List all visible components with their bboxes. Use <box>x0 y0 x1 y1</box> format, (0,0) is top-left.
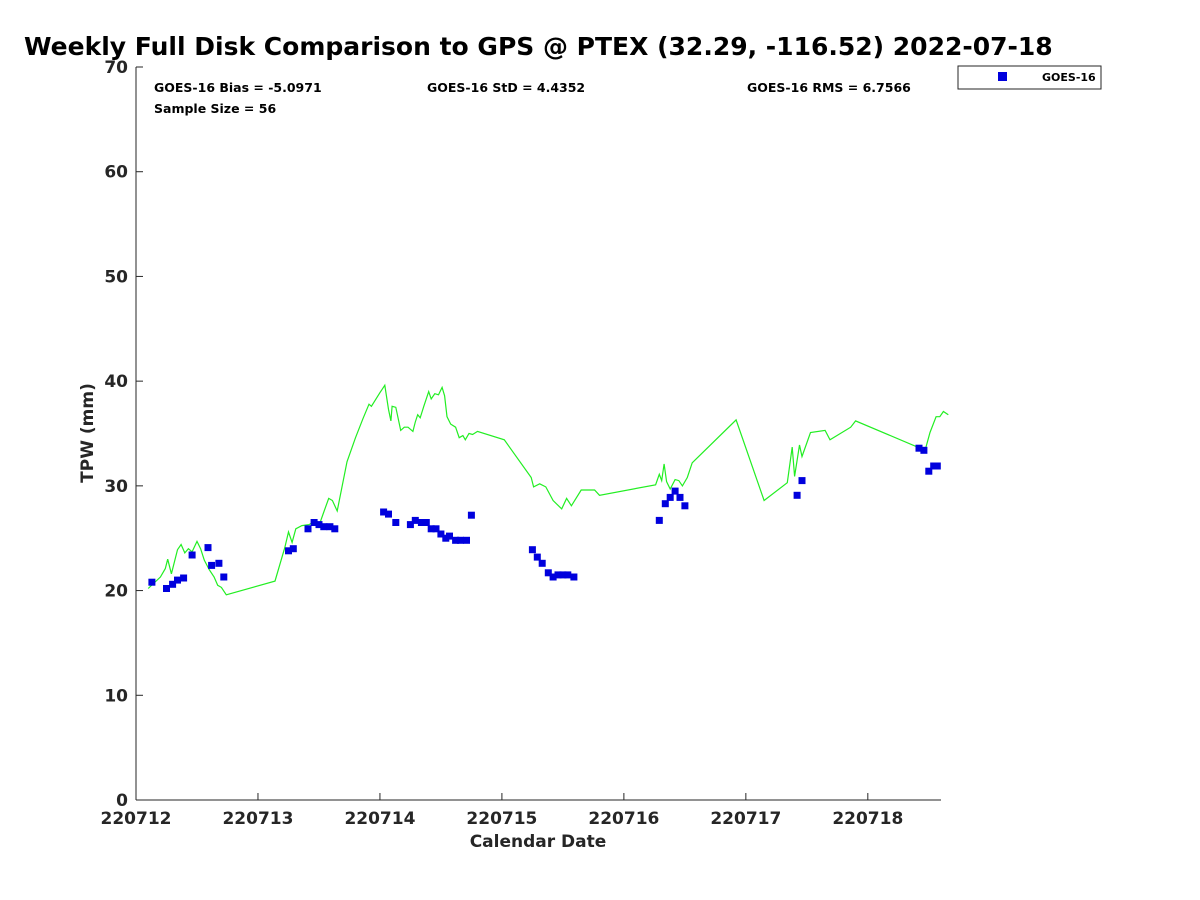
std-stat: GOES-16 StD = 4.4352 <box>427 80 585 95</box>
y-tick-label: 0 <box>116 791 128 811</box>
goes16-point <box>380 508 388 516</box>
goes16-point <box>392 519 400 526</box>
goes16-point <box>163 585 170 592</box>
goes16-point <box>446 532 453 540</box>
goes16-point <box>544 569 552 577</box>
goes16-point <box>570 573 578 581</box>
legend: GOES-16 <box>957 65 1102 90</box>
goes16-point <box>933 462 941 470</box>
goes16-point <box>417 519 425 526</box>
goes16-point <box>174 576 181 584</box>
goes16-point <box>533 553 541 561</box>
y-tick-label: 20 <box>104 582 128 602</box>
goes16-point <box>406 521 414 529</box>
goes16-point <box>432 525 440 533</box>
goes16-point <box>169 580 177 588</box>
y-tick-label: 10 <box>104 686 128 706</box>
x-tick-label: 220716 <box>588 809 659 829</box>
rms-stat: GOES-16 RMS = 6.7566 <box>747 80 911 95</box>
x-tick-label: 220717 <box>710 809 781 829</box>
x-tick-label: 220718 <box>832 809 903 829</box>
goes16-point <box>456 536 464 544</box>
goes16-point <box>148 578 156 586</box>
x-tick-label: 220713 <box>222 809 293 829</box>
x-axis-ticks: 220712 220713 220714 220715 220716 220717 2207… <box>101 793 903 829</box>
chart-title: Weekly Full Disk Comparison to GPS @ PTE… <box>24 32 1053 61</box>
goes16-point <box>331 525 339 533</box>
goes16-point <box>925 467 933 475</box>
goes16-point <box>920 446 928 454</box>
goes16-point <box>661 500 669 508</box>
goes16-point <box>215 559 223 567</box>
goes16-point <box>549 573 557 581</box>
goes16-point <box>666 493 674 501</box>
y-tick-label: 60 <box>104 163 128 183</box>
x-axis-label: Calendar Date <box>470 832 607 852</box>
sample-size-stat: Sample Size = 56 <box>154 101 276 116</box>
goes16-point <box>915 444 923 452</box>
goes16-point <box>208 561 216 569</box>
x-tick-label: 220714 <box>344 809 415 829</box>
goes16-point <box>422 519 430 526</box>
goes16-point <box>427 525 435 533</box>
gps-tpw-line <box>147 383 949 596</box>
goes16-point <box>655 516 663 524</box>
goes16-point <box>798 477 806 485</box>
goes16-point <box>289 545 297 553</box>
goes16-point <box>442 534 450 542</box>
x-tick-label: 220715 <box>466 809 537 829</box>
legend-label-goes16: GOES-16 <box>1042 71 1096 84</box>
y-tick-label: 30 <box>104 477 128 497</box>
goes16-point <box>326 523 334 531</box>
goes16-point <box>554 571 562 579</box>
goes16-point <box>463 536 470 544</box>
goes16-point <box>467 511 475 519</box>
goes16-point <box>180 574 188 582</box>
y-axis-label: TPW (mm) <box>78 383 98 483</box>
goes16-point <box>204 544 212 552</box>
goes16-point <box>320 523 328 531</box>
goes16-point <box>930 462 938 470</box>
goes16-point <box>793 491 801 499</box>
goes16-point <box>452 536 460 544</box>
goes16-point <box>681 502 689 510</box>
plot-area <box>136 67 941 800</box>
y-axis-ticks: 0 10 20 30 40 50 60 70 <box>104 58 143 811</box>
goes16-point <box>315 521 323 529</box>
goes16-point <box>220 573 228 581</box>
goes16-point <box>411 516 419 524</box>
goes16-point <box>538 559 546 567</box>
goes16-point <box>564 571 572 579</box>
legend-box <box>957 65 1102 90</box>
goes16-point <box>559 571 567 579</box>
y-tick-label: 50 <box>104 267 128 287</box>
goes16-point <box>528 546 536 554</box>
x-tick-label: 220712 <box>101 809 172 829</box>
legend-marker-goes16 <box>998 72 1007 81</box>
goes16-point <box>310 519 318 526</box>
goes16-point <box>671 487 679 495</box>
goes16-point <box>437 530 445 538</box>
goes16-point <box>304 525 312 533</box>
goes16-point <box>188 551 196 559</box>
y-tick-label: 70 <box>104 58 128 78</box>
goes16-point <box>385 510 392 518</box>
goes16-point <box>676 493 684 501</box>
y-tick-label: 40 <box>104 372 128 392</box>
goes16-point-series <box>148 444 941 592</box>
bias-stat: GOES-16 Bias = -5.0971 <box>154 80 322 95</box>
goes16-point <box>285 547 292 555</box>
gps-line-series <box>147 383 949 596</box>
